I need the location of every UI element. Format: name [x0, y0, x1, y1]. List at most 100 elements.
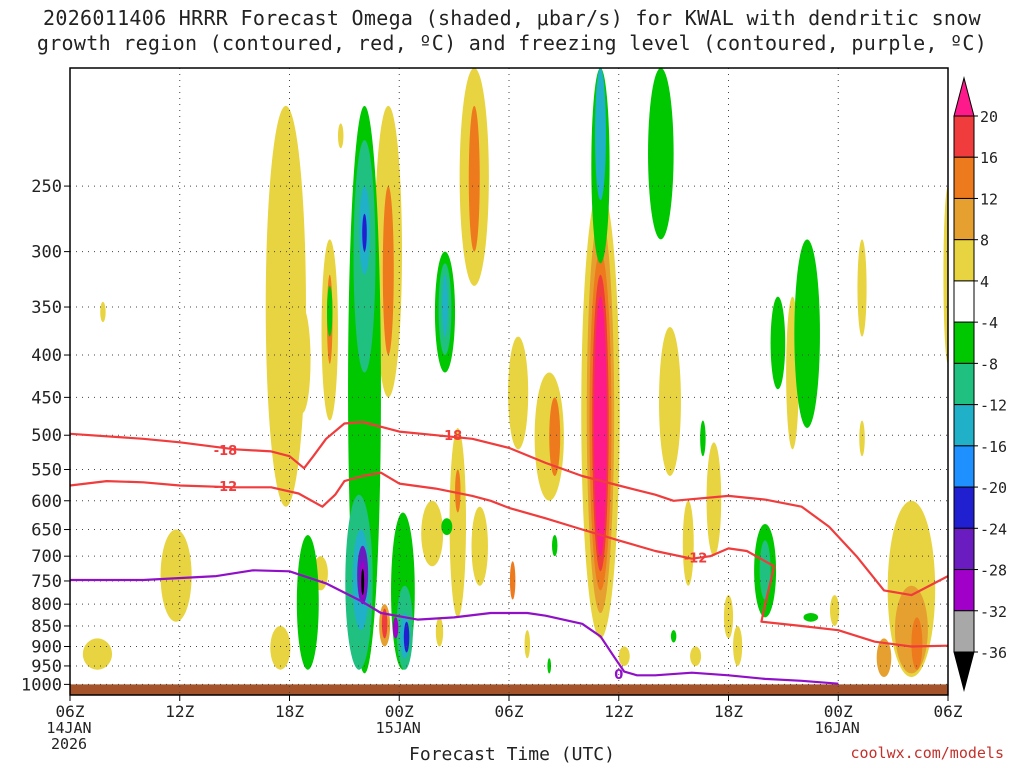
omega-cell — [294, 307, 311, 413]
omega-cell — [670, 630, 677, 643]
y-tick-label: 500 — [31, 426, 62, 446]
omega-cell — [160, 529, 192, 622]
colorbar: 20 16 12 8 4 -4 -8 -12 -16 -20 -24 -28 -32 -36 — [953, 76, 1007, 692]
omega-cell — [455, 469, 461, 513]
omega-cell — [706, 442, 722, 557]
y-tick-label: 250 — [31, 177, 62, 197]
omega-cell — [265, 105, 306, 507]
omega-cell — [648, 68, 674, 240]
omega-shading — [82, 68, 948, 678]
colorbar-swatch — [953, 115, 975, 158]
colorbar-swatch — [953, 156, 975, 199]
x-tick-label: 2026 — [51, 735, 87, 753]
y-tick-label: 850 — [31, 617, 62, 637]
watermark: coolwx.com/models — [850, 744, 1004, 762]
omega-cell — [876, 638, 892, 678]
omega-cell — [857, 239, 867, 337]
omega-cell — [82, 638, 113, 670]
colorbar-swatch — [953, 610, 975, 653]
colorbar-swatch — [953, 445, 975, 488]
x-tick-label: 00Z — [385, 702, 414, 721]
omega-cell — [449, 427, 467, 618]
omega-cell — [618, 646, 630, 666]
colorbar-label: -32 — [980, 603, 1007, 621]
y-tick-label: 300 — [31, 243, 62, 263]
colorbar-label: 20 — [980, 108, 998, 126]
omega-cell — [723, 595, 734, 639]
colorbar-swatch — [953, 486, 975, 529]
y-tick-label: 550 — [31, 460, 62, 480]
omega-cell — [551, 535, 558, 557]
omega-cell — [943, 186, 948, 364]
x-tick-label: 00Z — [824, 702, 853, 721]
colorbar-label: 12 — [980, 190, 998, 208]
dgz-minus18-contour-label: -18 — [214, 444, 238, 459]
x-axis-label: Forecast Time (UTC) — [409, 744, 615, 765]
omega-cell — [471, 506, 488, 586]
omega-cell — [509, 561, 516, 600]
omega-cell — [859, 420, 865, 457]
y-tick-label: 750 — [31, 572, 62, 592]
omega-cell — [594, 296, 607, 557]
colorbar-top-triangle — [953, 76, 975, 117]
x-tick-label: 06Z — [495, 702, 524, 721]
colorbar-label: -28 — [980, 562, 1007, 580]
omega-cell — [468, 105, 480, 252]
omega-cell — [690, 646, 702, 666]
x-tick-label: 14JAN — [46, 719, 91, 737]
y-tick-label: 450 — [31, 388, 62, 408]
omega-cell — [524, 630, 531, 659]
omega-cell — [362, 213, 367, 252]
colorbar-label: -16 — [980, 438, 1007, 456]
omega-cell — [270, 625, 291, 670]
y-tick-label: 950 — [31, 657, 62, 677]
contour-lines — [70, 420, 948, 685]
chart-title-line-1: 2026011406 HRRR Forecast Omega (shaded, … — [43, 6, 981, 30]
omega-cell — [803, 613, 819, 622]
x-tick-label: 06Z — [934, 702, 963, 721]
colorbar-swatch — [953, 569, 975, 612]
omega-cell — [682, 500, 694, 586]
dgz-minus12-contour-label: -12 — [214, 480, 238, 495]
omega-cell — [700, 420, 706, 457]
omega-cell — [658, 326, 681, 476]
grid-lines — [70, 68, 948, 695]
omega-cell — [549, 397, 561, 476]
omega-cell — [381, 608, 388, 639]
dgz-minus18-contour-label: -18 — [439, 429, 463, 444]
colorbar-swatch — [953, 197, 975, 241]
omega-cell — [733, 625, 743, 666]
omega-cell — [441, 518, 453, 536]
x-tick-label: 06Z — [56, 702, 85, 721]
freezing-level-contour — [70, 569, 839, 685]
terrain-band — [70, 684, 948, 695]
contour-labels: -18 -18 -12 -12 0 — [214, 429, 708, 683]
x-tick-label: 18Z — [275, 702, 304, 721]
omega-cell — [435, 617, 444, 647]
y-tick-label: 800 — [31, 595, 62, 615]
colorbar-swatch — [953, 321, 975, 364]
colorbar-swatch — [953, 527, 975, 571]
freezing-level-contour-label: 0 — [614, 668, 623, 683]
omega-cell — [403, 621, 410, 653]
omega-cell — [508, 336, 529, 450]
chart-title-line-2: growth region (contoured, red, ºC) and f… — [36, 31, 988, 55]
omega-cell — [421, 500, 444, 567]
omega-cell — [911, 617, 923, 670]
colorbar-swatch — [953, 404, 975, 447]
colorbar-label: 16 — [980, 149, 998, 167]
omega-cell — [361, 568, 365, 596]
colorbar-bottom-triangle — [953, 651, 975, 692]
colorbar-swatch — [953, 362, 975, 406]
y-tick-label: 350 — [31, 298, 62, 318]
y-tick-label: 900 — [31, 638, 62, 658]
omega-cell — [894, 585, 928, 674]
omega-cell — [547, 658, 552, 674]
omega-cell — [594, 68, 606, 201]
omega-cell — [794, 239, 820, 428]
omega-cell — [830, 595, 840, 626]
omega-cell — [442, 274, 448, 337]
omega-cell — [770, 296, 786, 390]
